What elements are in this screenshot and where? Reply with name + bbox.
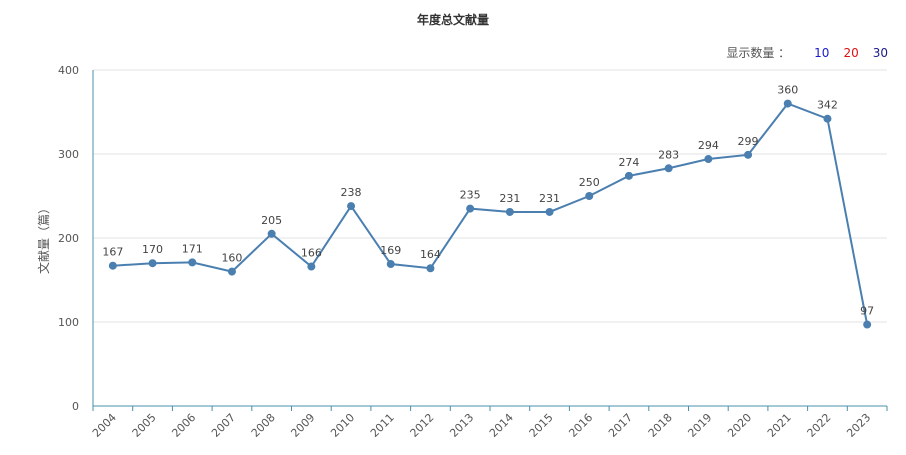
- x-tick-label: 2015: [527, 411, 556, 440]
- data-point: [347, 202, 356, 211]
- x-tick-label: 2023: [844, 411, 873, 440]
- data-point: [426, 264, 435, 273]
- x-tick-label: 2012: [408, 411, 437, 440]
- data-label: 294: [698, 139, 719, 152]
- data-label: 360: [777, 84, 798, 97]
- data-label: 167: [102, 246, 123, 259]
- data-label: 231: [539, 192, 560, 205]
- x-tick-label: 2013: [447, 411, 476, 440]
- x-tick-label: 2014: [487, 411, 516, 440]
- data-point: [664, 164, 673, 173]
- data-point: [624, 171, 633, 180]
- data-point: [227, 267, 236, 276]
- x-tick-label: 2019: [685, 411, 714, 440]
- x-tick-label: 2006: [169, 411, 198, 440]
- data-point: [585, 192, 594, 200]
- x-tick-label: 2022: [805, 411, 834, 440]
- data-point: [744, 150, 753, 159]
- x-tick-label: 2007: [209, 411, 238, 440]
- data-label: 283: [658, 148, 679, 161]
- data-label: 97: [860, 305, 874, 318]
- data-point: [466, 204, 475, 213]
- y-tick-label: 300: [58, 148, 79, 161]
- y-tick-label: 400: [58, 64, 79, 77]
- x-tick-label: 2011: [368, 411, 397, 440]
- data-point: [863, 320, 872, 329]
- data-label: 171: [182, 242, 203, 255]
- y-tick-label: 200: [58, 232, 79, 245]
- x-tick-label: 2008: [249, 411, 278, 440]
- data-label: 274: [618, 156, 639, 169]
- data-label: 169: [380, 244, 401, 257]
- x-tick-label: 2010: [328, 411, 357, 440]
- data-label: 170: [142, 243, 163, 256]
- display-count-label: 显示数量 ：: [726, 46, 791, 60]
- data-label: 164: [420, 248, 441, 261]
- data-point: [307, 262, 316, 271]
- data-point: [108, 261, 117, 270]
- data-label: 231: [499, 192, 520, 205]
- data-point: [148, 259, 157, 268]
- x-tick-label: 2018: [646, 411, 675, 440]
- display-count-option-30[interactable]: 30: [872, 45, 888, 60]
- series-line: [112, 102, 869, 325]
- data-label: 299: [738, 135, 759, 148]
- display-count-selector: 显示数量 ： 10 20 30: [726, 44, 888, 61]
- display-count-option-20[interactable]: 20: [843, 45, 859, 60]
- x-tick-label: 2021: [765, 411, 794, 440]
- data-point: [267, 229, 276, 238]
- data-point: [783, 99, 792, 108]
- data-point: [704, 155, 713, 164]
- data-label: 205: [261, 214, 282, 227]
- data-label: 160: [221, 252, 242, 265]
- data-label: 250: [579, 176, 600, 189]
- x-tick-label: 2009: [288, 411, 317, 440]
- data-point: [505, 207, 514, 216]
- chart-title: 年度总文献量: [416, 13, 489, 27]
- display-count-option-10[interactable]: 10: [814, 45, 830, 60]
- x-tick-label: 2016: [566, 411, 595, 440]
- x-tick-label: 2017: [606, 411, 635, 440]
- y-axis-title: 文献量（篇）: [36, 202, 51, 274]
- data-label: 238: [341, 186, 362, 199]
- data-label: 342: [817, 99, 838, 112]
- x-tick-label: 2004: [90, 411, 119, 440]
- x-tick-label: 2005: [130, 411, 159, 440]
- data-point: [823, 114, 832, 123]
- x-tick-label: 2020: [725, 411, 754, 440]
- y-tick-label: 0: [72, 400, 79, 413]
- data-point: [188, 258, 197, 267]
- data-label: 166: [301, 247, 322, 260]
- data-point: [386, 260, 395, 269]
- data-point: [545, 207, 554, 216]
- data-label: 235: [460, 189, 481, 202]
- y-tick-label: 100: [58, 316, 79, 329]
